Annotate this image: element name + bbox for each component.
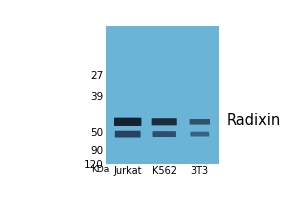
FancyBboxPatch shape: [190, 119, 210, 125]
Text: Radixin: Radixin: [227, 113, 281, 128]
Text: 90: 90: [91, 146, 104, 156]
Text: 120: 120: [84, 160, 104, 170]
FancyBboxPatch shape: [190, 132, 209, 136]
Text: 3T3: 3T3: [190, 166, 208, 176]
Text: K562: K562: [152, 166, 177, 176]
Text: 39: 39: [91, 92, 104, 102]
FancyBboxPatch shape: [152, 131, 176, 137]
Text: 27: 27: [91, 71, 104, 81]
Bar: [106, 26, 219, 164]
Text: KDa: KDa: [91, 165, 110, 174]
FancyBboxPatch shape: [114, 118, 141, 126]
Text: 50: 50: [91, 128, 104, 138]
FancyBboxPatch shape: [115, 131, 141, 137]
Text: Jurkat: Jurkat: [114, 166, 142, 176]
FancyBboxPatch shape: [152, 118, 177, 125]
